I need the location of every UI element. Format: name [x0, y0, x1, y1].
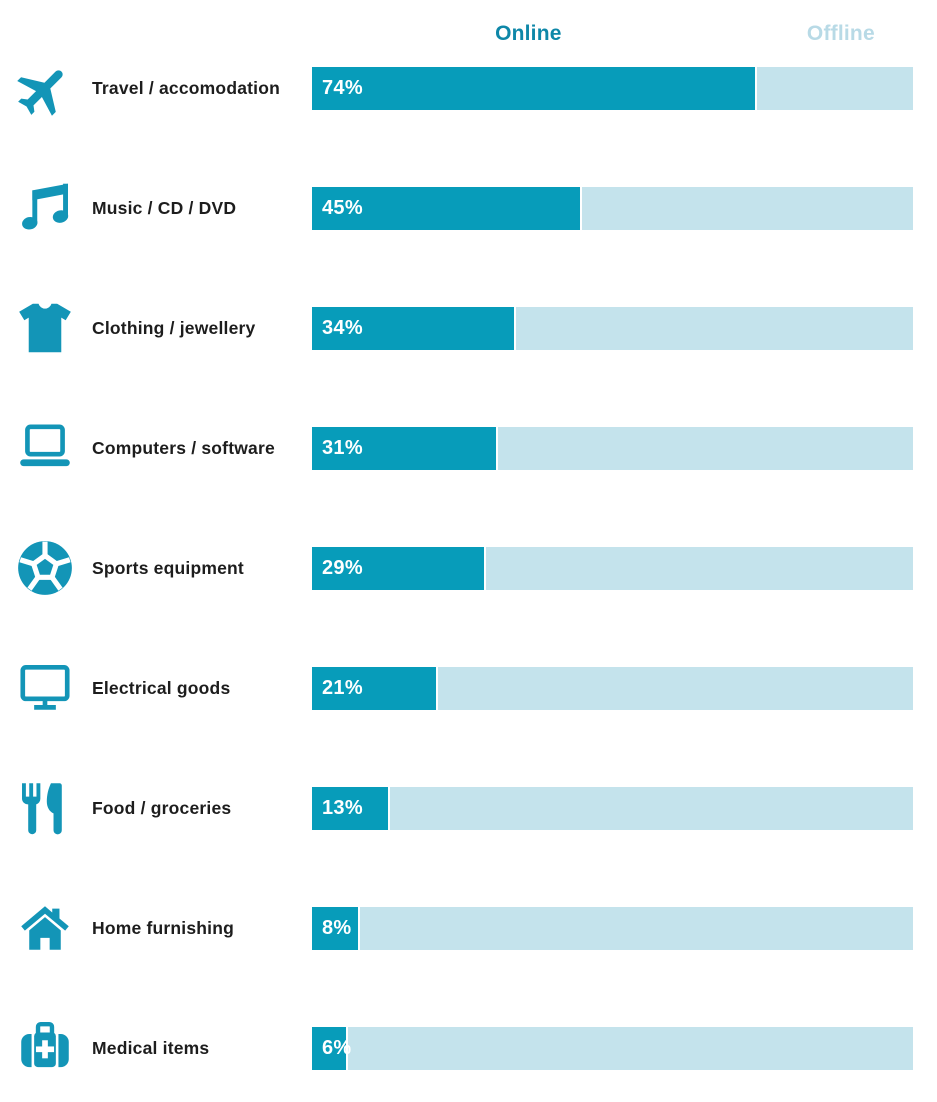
online-value-label: 8% — [322, 916, 352, 939]
airplane-icon — [0, 57, 90, 119]
online-bar-segment: 34% — [312, 306, 517, 350]
online-value-label: 31% — [322, 436, 363, 459]
online-value-label: 13% — [322, 796, 363, 819]
cutlery-icon — [0, 777, 90, 839]
legend-area: Online Offline — [312, 0, 913, 57]
offline-bar-segment: 74% — [312, 66, 913, 110]
category-label: Food / groceries — [92, 797, 232, 818]
online-bar-segment: 31% — [312, 426, 499, 470]
category-label: Computers / software — [92, 437, 275, 458]
category-label: Medical items — [92, 1037, 210, 1058]
online-value-label: 34% — [322, 316, 363, 339]
offline-bar-segment: 21% — [312, 666, 913, 710]
category-row: Medical items 6% — [0, 1017, 913, 1070]
category-label: Music / CD / DVD — [92, 197, 237, 218]
online-bar-segment: 29% — [312, 546, 487, 590]
online-value-label: 21% — [322, 676, 363, 699]
house-icon — [0, 897, 90, 959]
chart-rows: Travel / accomodation 74% Music / CD / D… — [0, 57, 913, 1070]
online-bar-segment: 74% — [312, 66, 757, 110]
online-value-label: 29% — [322, 556, 363, 579]
laptop-icon — [0, 417, 90, 479]
category-row: Clothing / jewellery 34% — [0, 297, 913, 353]
chart-header: Online Offline — [0, 0, 913, 57]
category-label: Electrical goods — [92, 677, 231, 698]
online-value-label: 74% — [322, 76, 363, 99]
online-bar-segment: 45% — [312, 186, 583, 230]
category-label: Sports equipment — [92, 557, 244, 578]
bar-chart: Online Offline Travel / accomodation 74%… — [0, 0, 913, 1070]
category-row: Music / CD / DVD 45% — [0, 177, 913, 230]
monitor-icon — [0, 657, 90, 719]
category-row: Sports equipment 29% — [0, 537, 913, 595]
offline-bar-segment: 8% — [312, 906, 913, 950]
category-label: Clothing / jewellery — [92, 317, 256, 338]
category-row: Home furnishing 8% — [0, 897, 913, 950]
soccer-ball-icon — [0, 537, 90, 599]
online-bar-segment: 13% — [312, 786, 391, 830]
offline-bar-segment: 45% — [312, 186, 913, 230]
offline-bar-segment: 34% — [312, 306, 913, 350]
online-value-label: 6% — [322, 1036, 352, 1059]
category-label: Travel / accomodation — [92, 77, 281, 98]
category-row: Electrical goods 21% — [0, 657, 913, 710]
category-row: Food / groceries 13% — [0, 777, 913, 835]
category-label: Home furnishing — [92, 917, 235, 938]
offline-bar-segment: 29% — [312, 546, 913, 590]
category-row: Computers / software 31% — [0, 417, 913, 470]
offline-bar-segment: 6% — [312, 1026, 913, 1070]
legend-offline: Offline — [806, 22, 875, 45]
online-bar-segment: 8% — [312, 906, 361, 950]
tshirt-icon — [0, 297, 90, 359]
online-value-label: 45% — [322, 196, 363, 219]
category-row: Travel / accomodation 74% — [0, 57, 913, 116]
legend-online: Online — [495, 22, 562, 45]
offline-bar-segment: 13% — [312, 786, 913, 830]
medical-bag-icon — [0, 1017, 90, 1079]
online-bar-segment: 21% — [312, 666, 439, 710]
music-note-icon — [0, 177, 90, 239]
offline-bar-segment: 31% — [312, 426, 913, 470]
online-bar-segment: 6% — [312, 1026, 351, 1070]
